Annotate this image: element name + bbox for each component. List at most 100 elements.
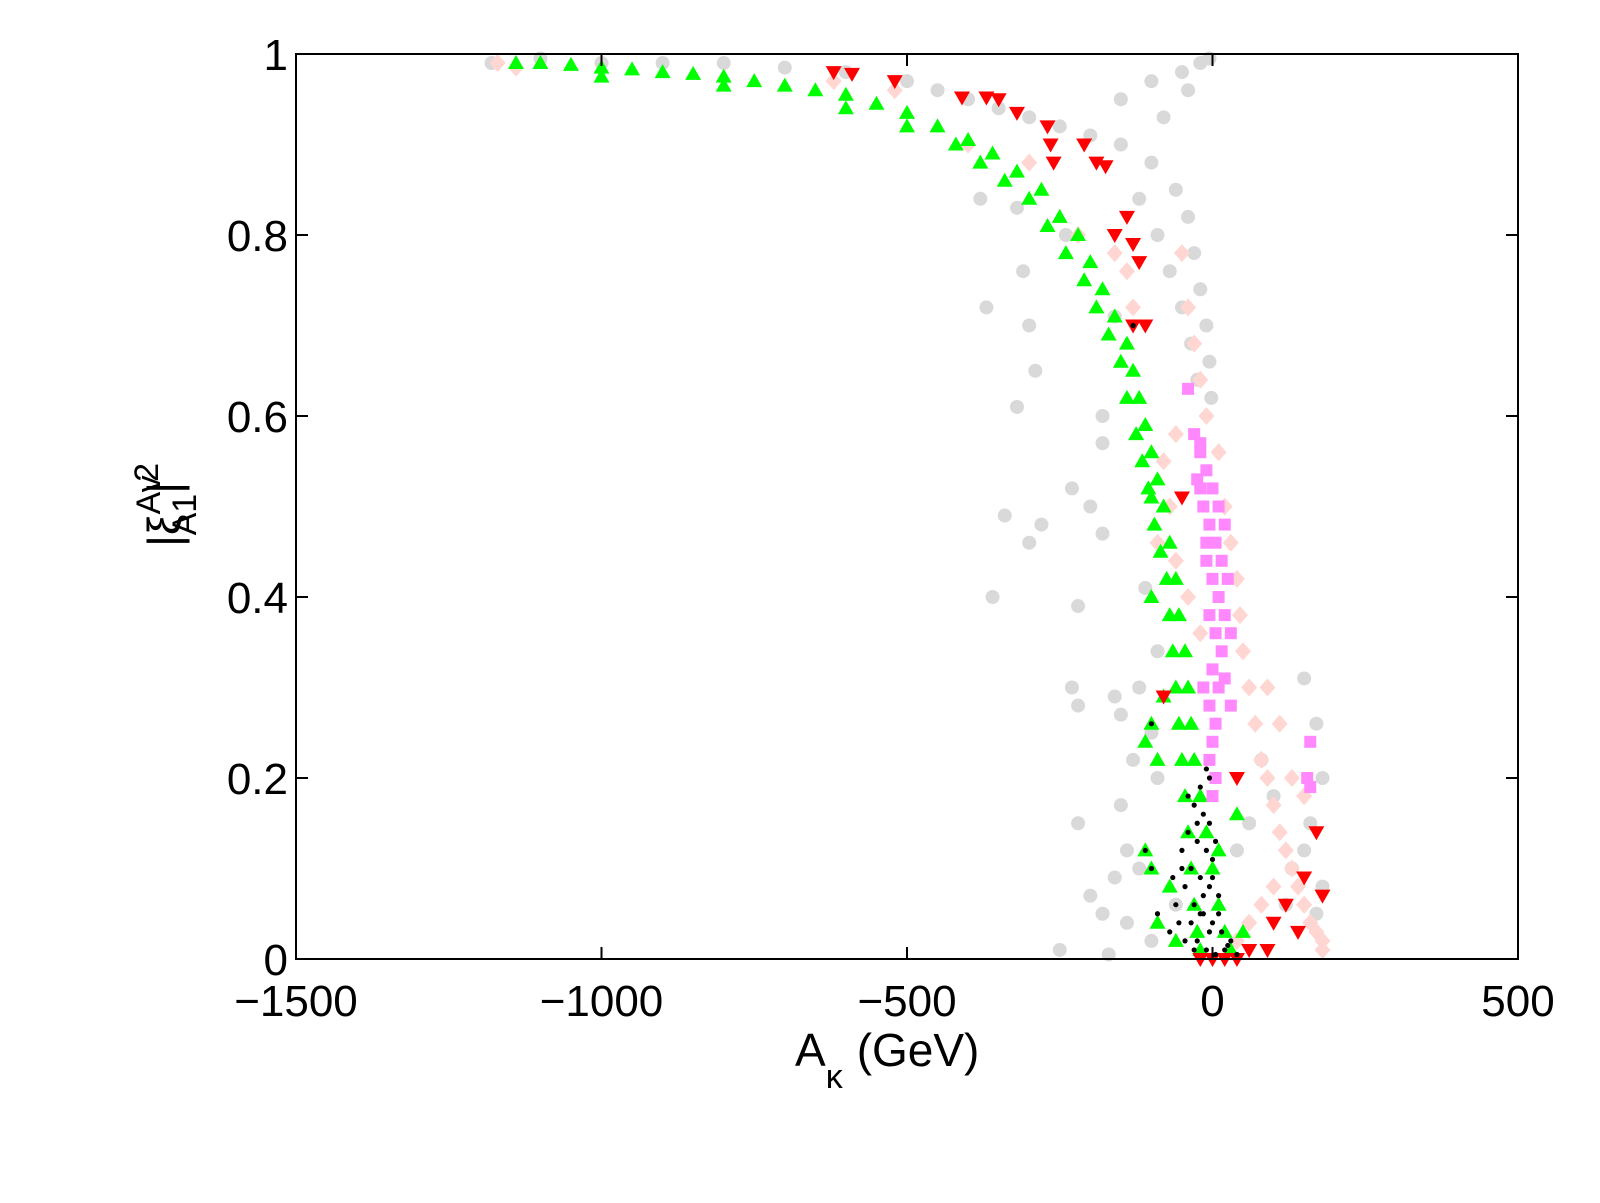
data-point-diamond [1253,895,1270,914]
data-point-triangle-up [1112,353,1129,368]
data-point-circle [1071,816,1086,831]
data-point-dot [1212,838,1219,844]
data-point-dot [1185,793,1191,799]
data-point-triangle-up [1140,480,1157,495]
data-point-dot [1197,874,1203,881]
data-point-dot [1185,829,1191,835]
data-point-triangle-down [1088,156,1105,171]
data-point-diamond [1198,407,1215,425]
data-point-dot [1197,911,1203,917]
data-point-circle [1297,671,1312,686]
data-point-triangle-up [1164,643,1181,658]
data-point-circle [1095,436,1110,451]
y-tick-label: 0.6 [227,393,288,442]
x-tick-label: −500 [857,977,956,1026]
data-point-diamond [1167,551,1184,570]
data-point-triangle-up [1008,163,1025,178]
data-point-triangle-up [1118,389,1135,404]
data-point-triangle-down [953,91,970,106]
data-point-dot [1216,911,1222,917]
data-point-circle [1113,137,1128,152]
data-point-diamond [1155,452,1172,471]
data-point-circle [1309,716,1324,731]
data-point-triangle-up [1070,227,1087,241]
data-point-dot [1148,721,1154,727]
data-point-triangle-up [1170,715,1187,730]
data-point-triangle-down [1008,106,1025,121]
data-point-circle [655,56,670,71]
data-point-triangle-down [1241,943,1258,958]
data-point-triangle-up [1152,543,1169,558]
data-point-triangle-up [1210,896,1227,911]
data-point-diamond [1247,714,1264,733]
data-point-dot [1206,820,1213,826]
data-point-triangle-down [1277,898,1294,913]
data-point-triangle-up [1177,643,1194,658]
data-point-circle [1058,228,1073,242]
data-point-diamond [1241,678,1258,697]
data-point-triangle-up [1161,607,1178,622]
data-point-triangle-up [837,86,854,101]
data-point-circle [1126,752,1141,767]
data-point-triangle-up [1167,932,1184,947]
data-point-diamond [1235,642,1252,661]
data-point-circle [1242,816,1257,831]
x-axis-label: Aκ(GeV) [795,1024,979,1096]
data-point-circle [1113,798,1128,813]
data-point-square [1200,536,1213,549]
data-point-triangle-up [1137,417,1154,432]
points-layer [484,51,1331,967]
data-point-dot [1194,820,1200,826]
data-point-diamond [1180,588,1197,606]
data-point-diamond [1265,796,1282,815]
data-point-dot [1228,938,1234,944]
data-point-circle [1229,843,1244,858]
data-point-circle [1132,191,1147,206]
data-point-diamond [1210,443,1227,462]
data-point-square [1182,382,1195,395]
data-point-square [1188,428,1201,441]
y-tick-label: 0 [264,936,288,985]
data-point-triangle-up [1143,589,1160,603]
data-point-dot [1225,942,1231,949]
data-point-dot [1203,847,1209,854]
data-point-square [1212,500,1225,513]
data-point-triangle-up [1210,842,1227,857]
data-point-diamond [1290,877,1307,896]
data-point-triangle-up [1216,923,1233,938]
data-point-circle [1168,182,1183,197]
data-point-triangle-up [746,73,763,88]
data-point-triangle-down [1314,889,1331,904]
data-point-diamond [1186,334,1203,353]
data-point-diamond [1125,298,1142,317]
data-point-dot [1209,874,1216,881]
x-tick-label: 0 [1200,977,1224,1026]
data-point-dot [1203,947,1209,953]
data-point-circle [1199,318,1214,333]
data-point-triangle-up [532,55,549,70]
data-point-triangle-up [654,64,671,79]
data-point-square [1218,518,1231,531]
data-point-triangle-up [1167,679,1184,694]
data-point-dot [1206,775,1213,781]
data-point-dot [1216,893,1222,899]
data-point-square [1215,554,1228,567]
data-point-square [1212,681,1225,694]
data-point-dot [1188,865,1194,872]
data-point-square [1200,464,1213,477]
data-point-triangle-up [1143,444,1160,459]
data-point-triangle-up [837,100,854,115]
data-point-dot [1222,947,1228,953]
data-point-square [1212,591,1225,603]
data-point-circle [1083,888,1098,903]
data-point-dot [1194,838,1200,844]
data-point-dot [1188,920,1194,926]
data-point-triangle-up [1204,860,1221,875]
data-point-diamond [1253,750,1270,769]
data-point-diamond [1231,606,1248,625]
data-point-triangle-up [1021,190,1038,205]
data-point-circle [991,101,1006,116]
data-point-diamond [1259,678,1276,697]
data-point-triangle-up [1192,788,1209,803]
